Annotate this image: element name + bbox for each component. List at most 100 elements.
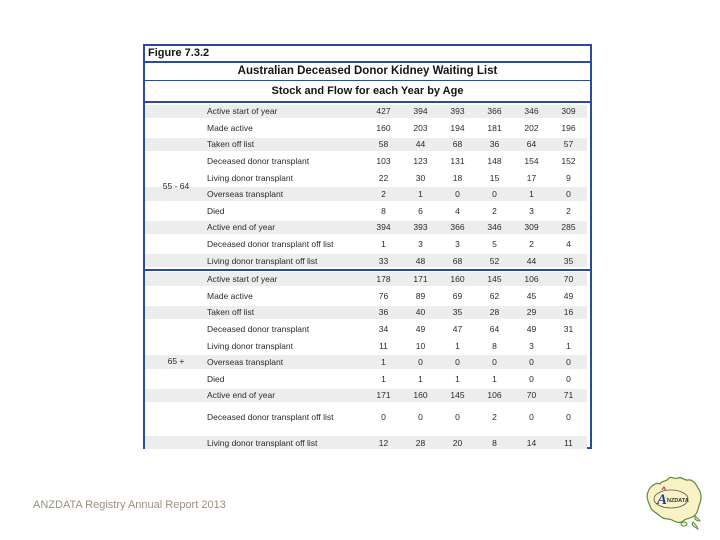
value-cell: 44 (526, 255, 537, 266)
row-label: Overseas transplant (207, 189, 284, 200)
value-cell: 202 (524, 122, 539, 133)
value-cell: 57 (563, 139, 574, 150)
row-label: Living donor transplant off list (207, 437, 318, 448)
value-cell: 71 (563, 390, 574, 401)
value-cell: 16 (563, 307, 574, 318)
value-cell: 33 (378, 255, 389, 266)
value-cell: 64 (526, 139, 537, 150)
value-cell: 285 (561, 222, 576, 233)
value-cell: 68 (452, 139, 463, 150)
value-cell: 0 (492, 357, 497, 368)
value-cell: 0 (566, 411, 571, 422)
row-label: Active end of year (207, 222, 276, 233)
value-cell: 1 (492, 373, 497, 384)
value-cell: 3 (529, 205, 534, 216)
value-cell: 49 (563, 290, 574, 301)
value-cell: 49 (526, 324, 537, 335)
value-cell: 76 (378, 290, 389, 301)
value-cell: 1 (566, 340, 571, 351)
value-cell: 0 (529, 373, 534, 384)
value-cell: 22 (378, 172, 389, 183)
row-label: Deceased donor transplant (207, 156, 310, 167)
row-label: Active start of year (207, 106, 278, 117)
value-cell: 145 (487, 274, 502, 285)
value-cell: 1 (418, 373, 423, 384)
value-cell: 160 (450, 274, 465, 285)
value-cell: 160 (376, 122, 391, 133)
table-section-1: 65 + Active start of year 178 171 160 145 106 7… (145, 268, 590, 451)
value-cell: 31 (563, 324, 574, 335)
value-cell: 48 (415, 255, 426, 266)
value-cell: 0 (455, 357, 460, 368)
value-cell: 3 (455, 239, 460, 250)
row-label: Taken off list (207, 139, 255, 150)
row-label: Active end of year (207, 390, 276, 401)
logo-oval (653, 489, 689, 509)
table-row: Living donor transplant 11 10 1 8 3 1 (145, 337, 590, 354)
value-cell: 20 (452, 437, 463, 448)
value-cell: 10 (415, 340, 426, 351)
value-cell: 171 (413, 274, 428, 285)
table-row: Living donor transplant off list 33 48 68 52… (145, 252, 590, 269)
value-cell: 2 (381, 189, 386, 200)
table-row: Active start of year 427 394 393 366 346 309 (145, 103, 590, 120)
value-cell: 309 (524, 222, 539, 233)
value-cell: 2 (492, 205, 497, 216)
value-cell: 181 (487, 122, 502, 133)
value-cell: 44 (415, 139, 426, 150)
table-row: Living donor transplant off list 12 28 20 8 1… (145, 434, 590, 451)
value-cell: 8 (492, 437, 497, 448)
value-cell: 8 (381, 205, 386, 216)
value-cell: 123 (413, 156, 428, 167)
value-cell: 6 (418, 205, 423, 216)
value-cell: 18 (452, 172, 463, 183)
value-cell: 3 (529, 340, 534, 351)
value-cell: 4 (566, 239, 571, 250)
value-cell: 0 (566, 189, 571, 200)
row-label: Living donor transplant (207, 340, 294, 351)
table-row: Died 8 6 4 2 3 2 (145, 203, 590, 220)
value-cell: 1 (455, 373, 460, 384)
value-cell: 64 (489, 324, 500, 335)
value-cell: 1 (381, 357, 386, 368)
value-cell: 393 (450, 106, 465, 117)
value-cell: 131 (450, 156, 465, 167)
value-cell: 15 (489, 172, 500, 183)
value-cell: 160 (413, 390, 428, 401)
value-cell: 11 (379, 340, 388, 351)
table-row: Living donor transplant 22 30 18 15 17 9 (145, 169, 590, 186)
value-cell: 45 (526, 290, 537, 301)
value-cell: 58 (378, 139, 389, 150)
row-label: Died (207, 373, 225, 384)
logo-red-mark (661, 486, 666, 491)
table-row: Deceased donor transplant off list 0 0 0 2 0 0 (145, 409, 590, 426)
row-label: Deceased donor transplant off list (207, 239, 334, 250)
value-cell: 0 (418, 411, 423, 422)
value-cell: 346 (524, 106, 539, 117)
row-label: Overseas transplant (207, 357, 284, 368)
value-cell: 103 (376, 156, 391, 167)
table-row: Deceased donor transplant 103 123 131 148 154… (145, 153, 590, 170)
table-row: Active end of year 394 393 366 346 309 285 (145, 219, 590, 236)
value-cell: 36 (378, 307, 389, 318)
value-cell: 1 (455, 340, 460, 351)
row-label: Living donor transplant (207, 172, 294, 183)
value-cell: 394 (413, 106, 428, 117)
value-cell: 0 (492, 189, 497, 200)
value-cell: 28 (415, 437, 426, 448)
value-cell: 0 (381, 411, 386, 422)
row-label: Active start of year (207, 274, 278, 285)
value-cell: 69 (452, 290, 463, 301)
table-row: Overseas transplant 1 0 0 0 0 0 (145, 354, 590, 371)
value-cell: 0 (418, 357, 423, 368)
value-cell: 89 (415, 290, 426, 301)
value-cell: 34 (378, 324, 389, 335)
value-cell: 0 (566, 357, 571, 368)
value-cell: 0 (566, 373, 571, 384)
table-subtitle: Stock and Flow for each Year by Age (145, 81, 590, 103)
value-cell: 1 (381, 239, 386, 250)
value-cell: 427 (376, 106, 391, 117)
value-cell: 11 (564, 437, 573, 448)
value-cell: 62 (489, 290, 500, 301)
value-cell: 52 (489, 255, 500, 266)
